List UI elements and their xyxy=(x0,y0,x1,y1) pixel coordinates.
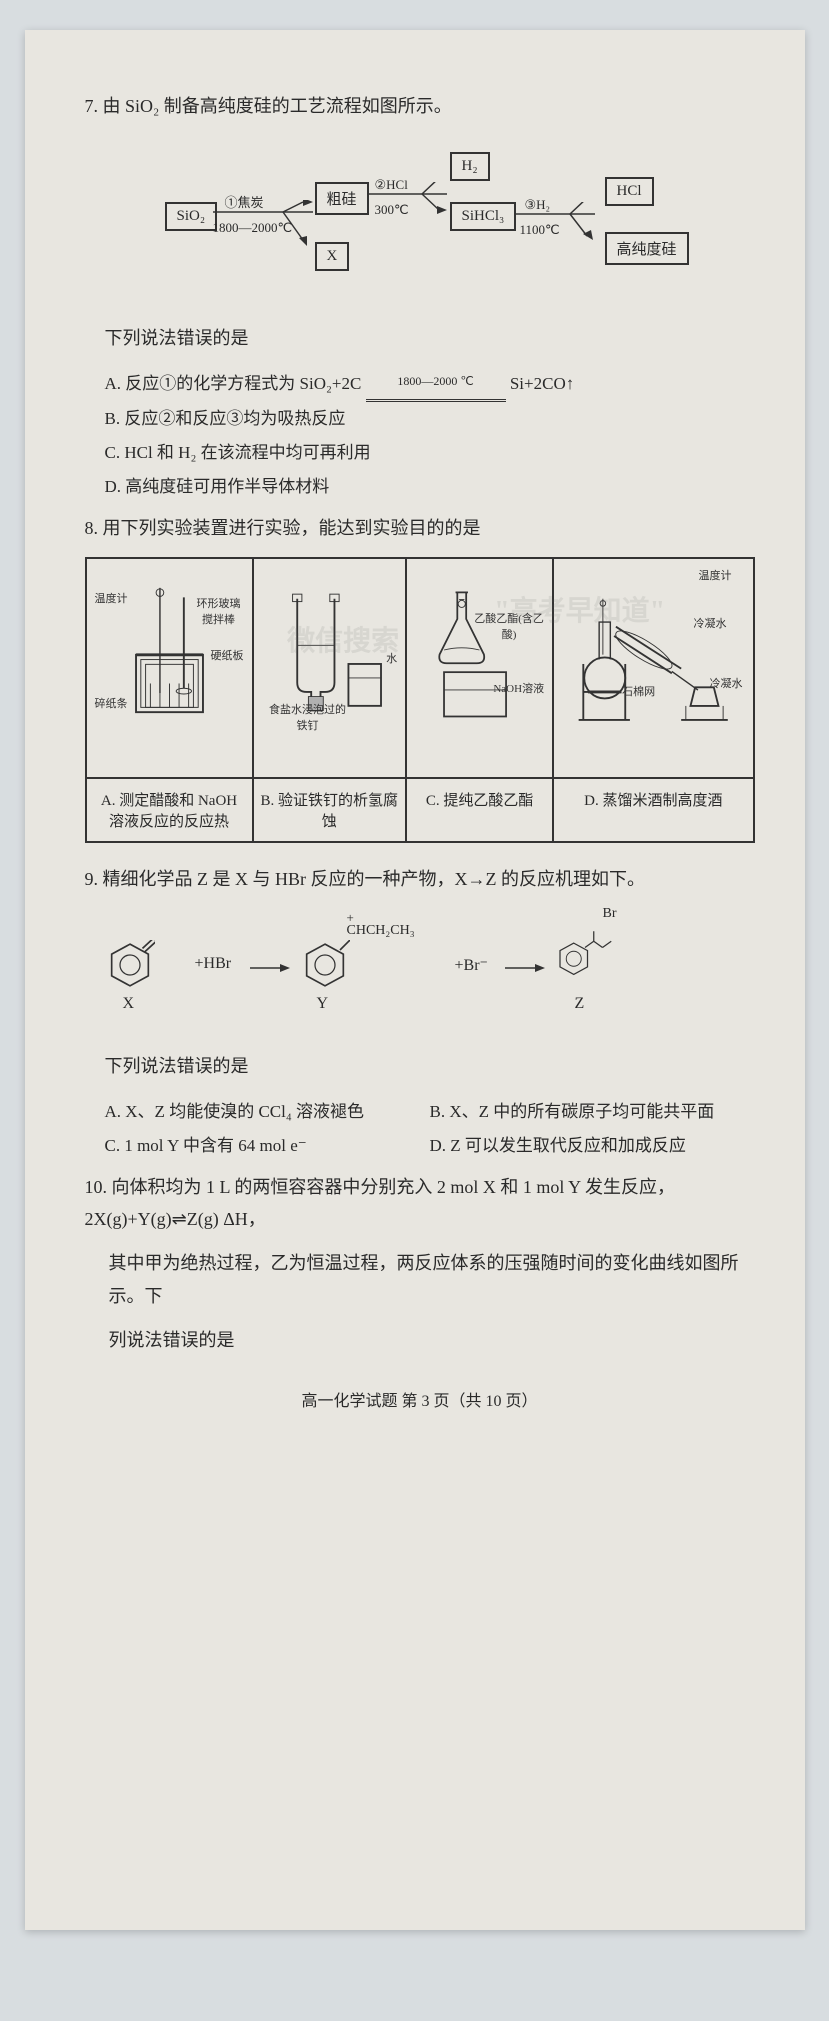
flow-cusi: 粗硅 xyxy=(315,182,369,215)
q7-optC: C. HCl 和 H₂ 在该流程中均可再利用 xyxy=(85,436,755,470)
flow-sio2: SiO₂ xyxy=(165,202,218,231)
q8-optD: D. 蒸馏米酒制高度酒 xyxy=(553,778,753,842)
dev-b-nail: 食盐水浸泡过的铁钉 xyxy=(268,701,348,733)
q10-line3: 列说法错误的是 xyxy=(85,1324,755,1356)
flow-sihcl3: SiHCl₃ xyxy=(450,202,517,231)
dev-d-thermo: 温度计 xyxy=(699,567,732,583)
q9-optB: B. X、Z 中的所有碳原子均可能共平面 xyxy=(430,1095,755,1129)
flow-arrow-1 xyxy=(213,200,313,260)
dev-a-thermo: 温度计 xyxy=(95,590,128,606)
flow-hcl: HCl xyxy=(605,177,654,206)
q7-optA-post: Si+2CO↑ xyxy=(510,374,574,393)
flow-puresi: 高纯度硅 xyxy=(605,232,689,265)
q9-mechanism: X +HBr + CHCH₂CH₃ Y +Br⁻ xyxy=(85,910,755,1030)
q9-stem: 9. 精细化学品 Z 是 X 与 HBr 反应的一种产物，X→Z 的反应机理如下… xyxy=(85,863,755,895)
flow-h2: H₂ xyxy=(450,152,490,181)
q9-y-sub: CHCH₂CH₃ xyxy=(347,923,415,939)
q8-stem: 8. 用下列实验装置进行实验，能达到实验目的的是 xyxy=(85,512,755,544)
q9-optA: A. X、Z 均能使溴的 CCl₄ 溶液褪色 xyxy=(105,1095,430,1129)
q9-hbr: +HBr xyxy=(195,955,232,973)
dev-c-ester: 乙酸乙酯(含乙酸) xyxy=(474,610,544,642)
q9-substem: 下列说法错误的是 xyxy=(85,1050,755,1082)
flow-x: X xyxy=(315,242,350,271)
q9-br: +Br⁻ xyxy=(455,955,488,975)
q9-z-benzene xyxy=(555,940,605,990)
q8-optB: B. 验证铁钉的析氢腐蚀 xyxy=(253,778,407,842)
q7-optB: B. 反应②和反应③均为吸热反应 xyxy=(85,402,755,436)
q7-substem: 下列说法错误的是 xyxy=(85,322,755,354)
q9-arrow2 xyxy=(505,960,545,980)
q10-line1: 10. 向体积均为 1 L 的两恒容容器中分别充入 2 mol X 和 1 mo… xyxy=(85,1171,755,1236)
q8-device-table: 温度计 环形玻璃搅拌棒 硬纸板 碎纸条 xyxy=(85,557,755,843)
q9-y-label: Y xyxy=(317,995,329,1013)
q9-arrow1 xyxy=(250,960,290,980)
q7-optA: A. 反应①的化学方程式为 SiO₂+2C 1800—2000 ℃ Si+2CO… xyxy=(85,367,755,403)
page-footer: 高一化学试题 第 3 页（共 10 页） xyxy=(85,1387,755,1411)
q9-z-br: Br xyxy=(603,906,617,922)
dev-a-board: 硬纸板 xyxy=(211,647,244,663)
q10-line2: 其中甲为绝热过程，乙为恒温过程，两反应体系的压强随时间的变化曲线如图所示。下 xyxy=(85,1247,755,1312)
dev-d-net: 石棉网 xyxy=(622,683,655,699)
q7-optA-pre: A. 反应①的化学方程式为 SiO₂+2C xyxy=(105,374,362,393)
q9-optC: C. 1 mol Y 中含有 64 mol e⁻ xyxy=(105,1129,430,1163)
dev-b-water: 水 xyxy=(386,650,397,666)
q9-z-label: Z xyxy=(575,995,585,1013)
q7-flowchart: SiO₂ ①焦炭 1800—2000℃ 粗硅 X ②HCl 300℃ H₂ Si… xyxy=(85,142,755,292)
flow-arrow-2 xyxy=(367,182,457,242)
dev-d-cold1: 冷凝水 xyxy=(694,615,727,631)
page-container: 7. 由 SiO₂ 制备高纯度硅的工艺流程如图所示。 SiO₂ ①焦炭 1800… xyxy=(25,30,805,1930)
q9-x-label: X xyxy=(123,995,135,1013)
q7-optA-cond: 1800—2000 ℃ xyxy=(397,374,473,388)
device-d-svg xyxy=(560,565,746,735)
q9-optD: D. Z 可以发生取代反应和加成反应 xyxy=(430,1129,755,1163)
dev-a-rod: 环形玻璃搅拌棒 xyxy=(194,595,244,627)
dev-d-cold2: 冷凝水 xyxy=(710,675,743,691)
q7-stem: 7. 由 SiO₂ 制备高纯度硅的工艺流程如图所示。 xyxy=(85,90,755,122)
q8-device-c: 乙酸乙酯(含乙酸) NaOH溶液 微信搜索 xyxy=(406,558,553,778)
q8-device-d: 温度计 冷凝水 石棉网 冷凝水 "高考早知道" xyxy=(553,558,753,778)
q8-optA: A. 测定醋酸和 NaOH 溶液反应的反应热 xyxy=(86,778,253,842)
dev-c-naoh: NaOH溶液 xyxy=(493,680,544,696)
flow-arrow-3 xyxy=(515,202,605,262)
q9-y-benzene xyxy=(300,940,350,990)
q7-optD: D. 高纯度硅可用作半导体材料 xyxy=(85,470,755,504)
q9-options: A. X、Z 均能使溴的 CCl₄ 溶液褪色 B. X、Z 中的所有碳原子均可能… xyxy=(85,1095,755,1163)
q8-optC: C. 提纯乙酸乙酯 xyxy=(406,778,553,842)
dev-a-paper: 碎纸条 xyxy=(95,695,128,711)
q8-device-b: 水 食盐水浸泡过的铁钉 xyxy=(253,558,407,778)
device-c-svg xyxy=(413,565,546,735)
q8-device-a: 温度计 环形玻璃搅拌棒 硬纸板 碎纸条 xyxy=(86,558,253,778)
q9-x-benzene xyxy=(105,940,155,990)
